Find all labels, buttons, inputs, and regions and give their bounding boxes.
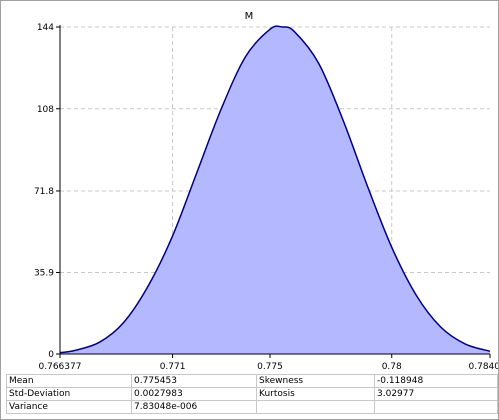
stat-label [256,400,375,414]
stats-row: Variance 7.83048e-006 [6,400,498,414]
y-tick-label: 108 [37,105,54,115]
x-tick-label: 0.784035 [469,362,498,372]
stats-row: Std-Deviation 0.0027983 Kurtosis 3.02977 [6,387,498,401]
chart-title: M [245,11,254,22]
stat-label: Mean [6,374,132,388]
distribution-chart: M 144 108 71.8 35.9 0 0.766377 0.771 0.775 0.78 0… [34,11,498,372]
stat-value: -0.118948 [374,374,498,388]
stat-value [374,400,498,414]
density-curve [59,25,491,354]
y-tick-label: 144 [37,23,54,33]
stat-value: 0.0027983 [131,387,257,401]
y-tick-label: 71.8 [34,187,54,197]
stat-label: Kurtosis [256,387,375,401]
stats-row: Mean 0.775453 Skewness -0.118948 [6,374,498,388]
axes [59,25,490,355]
x-tick-label: 0.78 [382,362,402,372]
density-area [60,26,490,354]
stat-value: 0.775453 [131,374,257,388]
stat-label: Skewness [256,374,375,388]
x-tick-label: 0.766377 [39,362,82,372]
tick-labels: 144 108 71.8 35.9 0 0.766377 0.771 0.775 0.78 0.7… [34,23,498,372]
stat-value: 3.02977 [374,387,498,401]
y-tick-label: 0 [48,350,54,360]
y-tick-label: 35.9 [34,268,54,278]
stat-label: Variance [6,400,132,414]
stat-label: Std-Deviation [6,387,132,401]
x-tick-label: 0.771 [160,362,186,372]
statistics-table: Mean 0.775453 Skewness -0.118948 Std-Deviati… [6,374,498,414]
x-tick-label: 0.775 [257,362,283,372]
stat-value: 7.83048e-006 [131,400,257,414]
